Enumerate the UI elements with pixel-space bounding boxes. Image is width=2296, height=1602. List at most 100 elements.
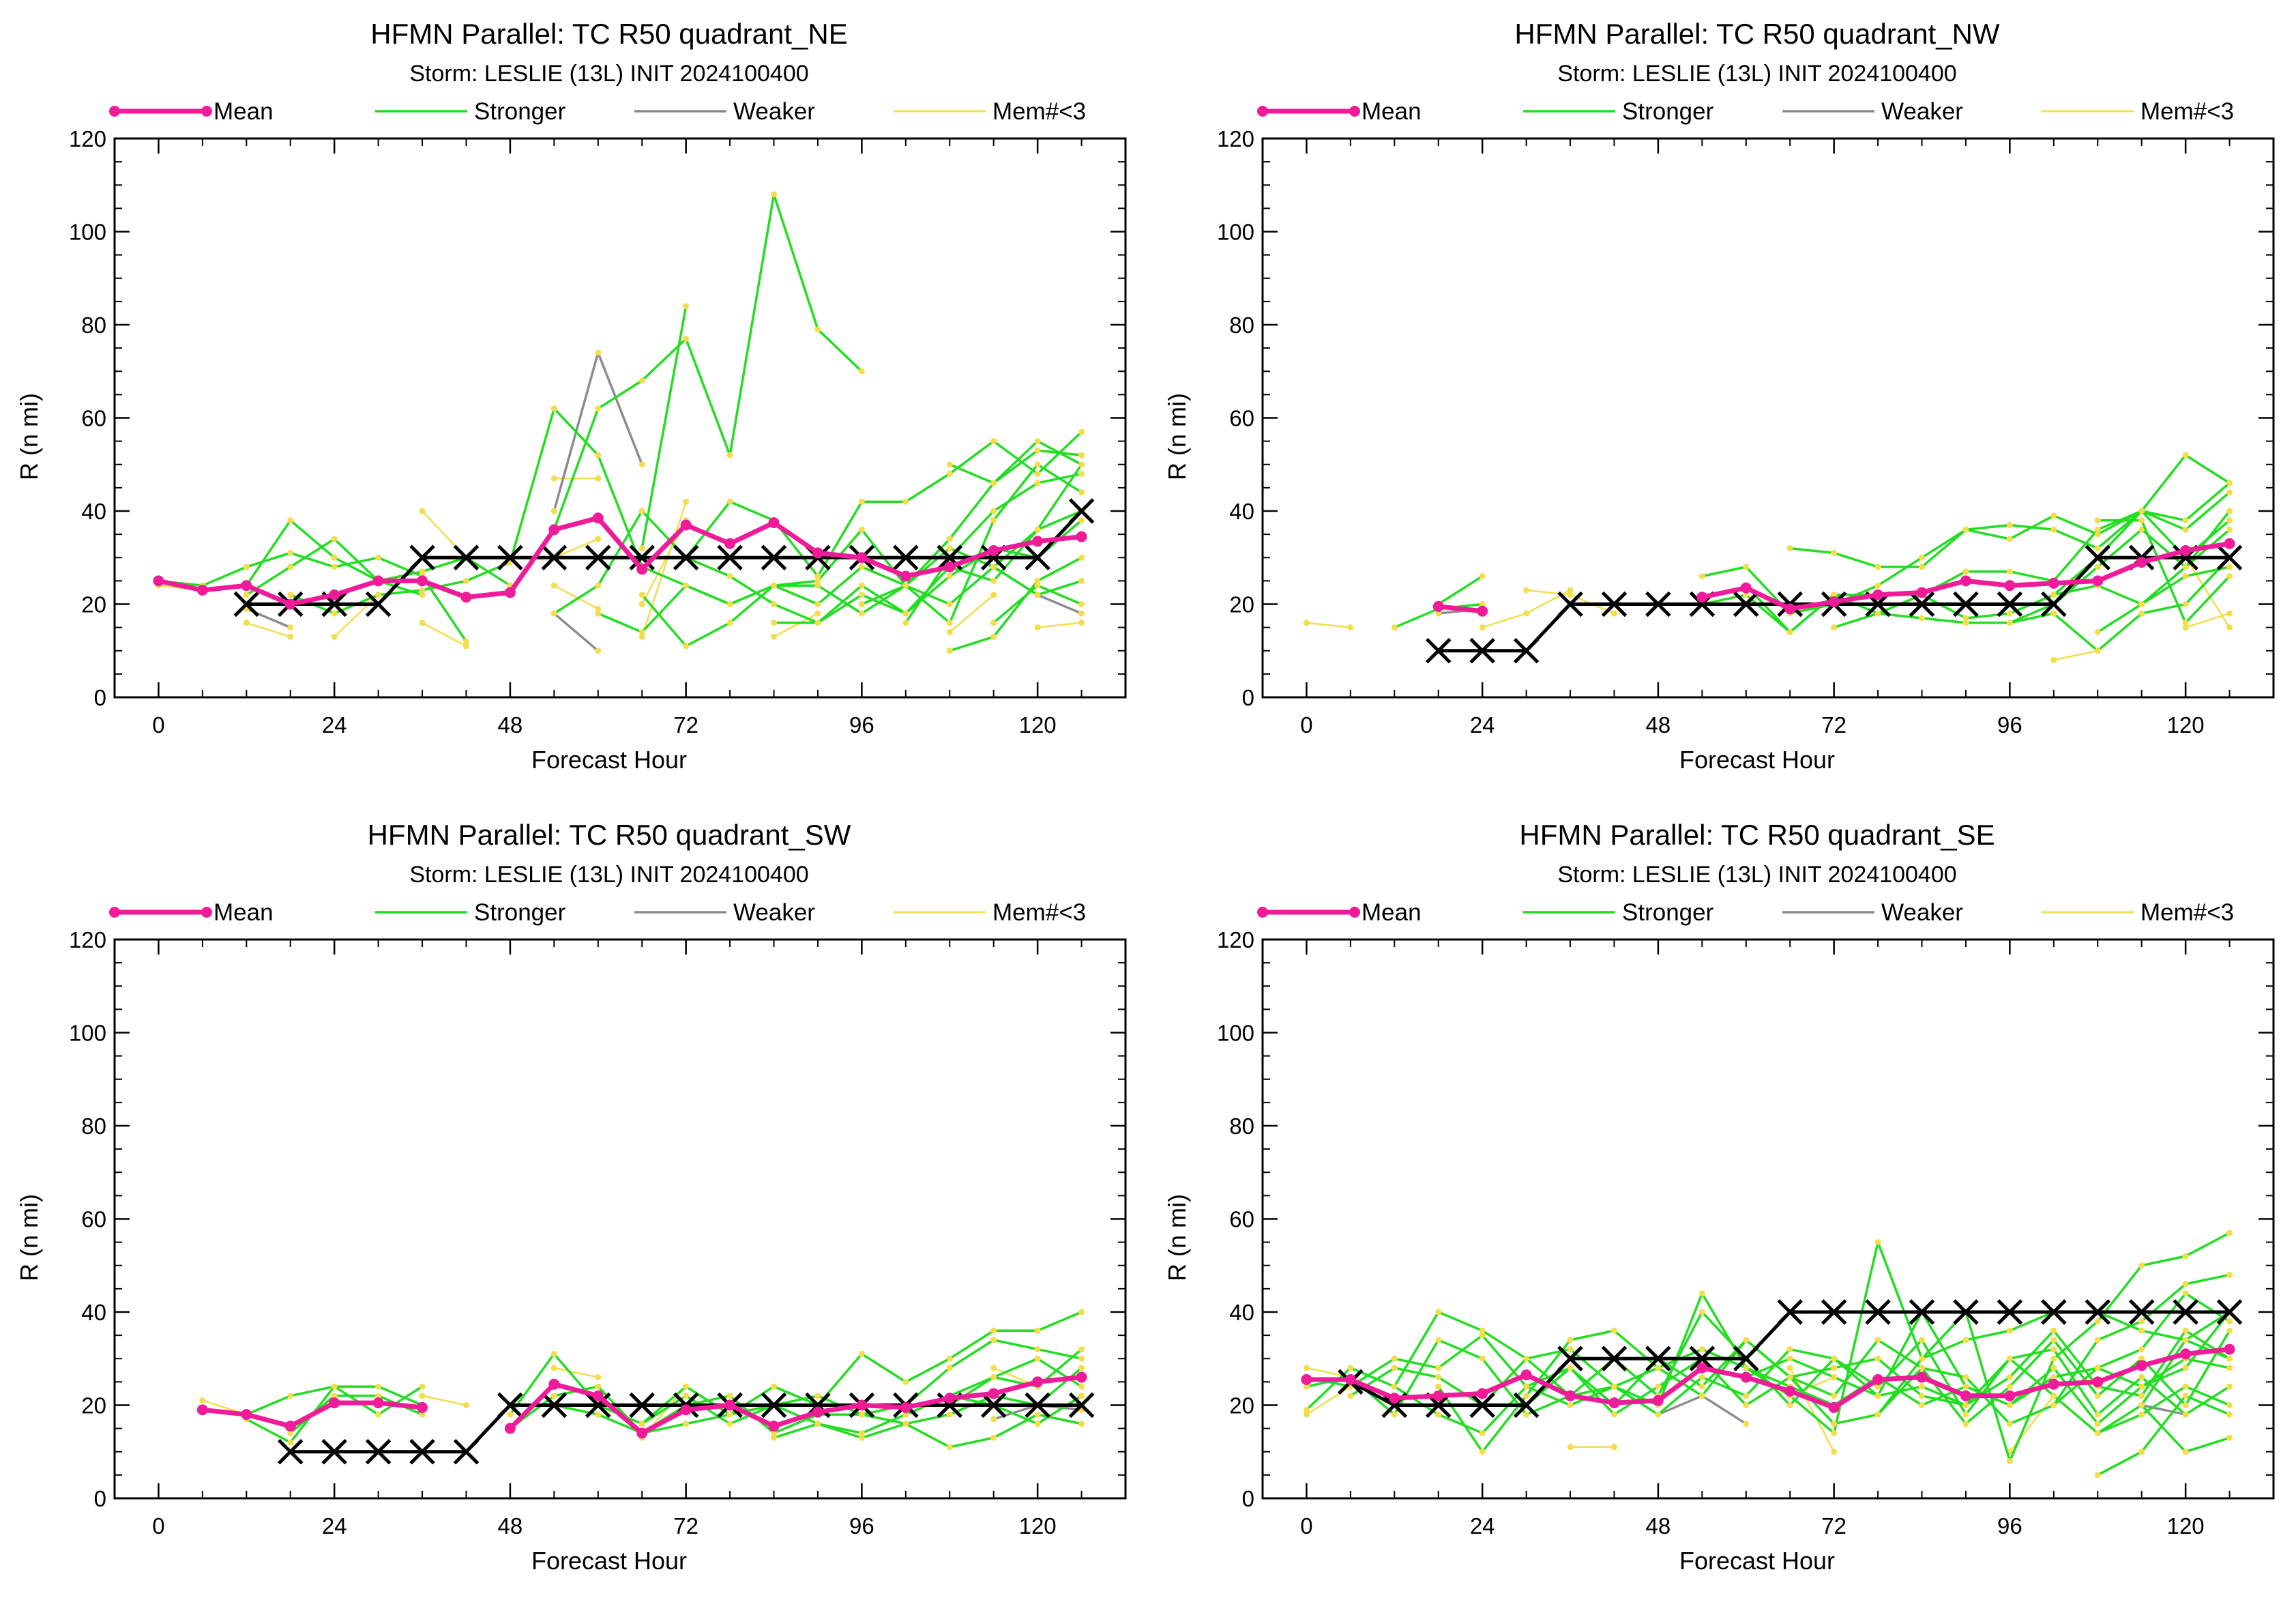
stronger-point bbox=[726, 1393, 733, 1399]
stronger-point bbox=[902, 1421, 909, 1427]
stronger-point bbox=[1831, 624, 1838, 631]
mem-point bbox=[550, 1365, 557, 1371]
stronger-point bbox=[946, 1365, 953, 1371]
stronger-point bbox=[1479, 1448, 1486, 1455]
legend: Mean Stronger Weaker Mem#<3 bbox=[1257, 98, 2234, 125]
weaker-point bbox=[1078, 610, 1085, 617]
stronger-point bbox=[2050, 1355, 2057, 1362]
stronger-point bbox=[2138, 1393, 2145, 1399]
legend-weaker-label: Weaker bbox=[1881, 899, 1963, 926]
stronger-point bbox=[1919, 1355, 1926, 1362]
stronger-point bbox=[1698, 1383, 1705, 1390]
stronger-point bbox=[990, 620, 997, 626]
best-track-marker bbox=[1997, 591, 2023, 617]
legend-mean-swatch-dot bbox=[1349, 907, 1360, 918]
mem-point bbox=[990, 1365, 997, 1371]
mem-point bbox=[990, 592, 997, 598]
stronger-point bbox=[2006, 1457, 2013, 1464]
best-track-marker bbox=[321, 1438, 347, 1465]
mem-point bbox=[595, 536, 602, 542]
stronger-line bbox=[949, 556, 1083, 652]
panel-title: HFMN Parallel: TC R50 quadrant_NE bbox=[370, 18, 848, 50]
x-tick-label: 72 bbox=[1821, 712, 1846, 738]
stronger-point bbox=[1034, 1355, 1041, 1362]
mean-point bbox=[1301, 1373, 1312, 1385]
mean-line bbox=[1438, 604, 1483, 614]
x-tick-label: 120 bbox=[2167, 1513, 2205, 1539]
y-tick-label: 120 bbox=[69, 927, 106, 952]
x-tick-label: 120 bbox=[1019, 712, 1057, 738]
weaker-line bbox=[2141, 1403, 2186, 1416]
mean-point bbox=[724, 1399, 736, 1411]
x-tick-label: 72 bbox=[673, 712, 698, 738]
stronger-point bbox=[419, 587, 426, 594]
x-axis-label: Forecast Hour bbox=[1679, 746, 1835, 774]
mem-point bbox=[1479, 624, 1486, 631]
y-tick-label: 100 bbox=[69, 1021, 106, 1046]
stronger-line bbox=[992, 584, 1083, 624]
stronger-point bbox=[2182, 1402, 2189, 1408]
stronger-point bbox=[1034, 577, 1041, 584]
stronger-point bbox=[1743, 1393, 1750, 1399]
stronger-point bbox=[331, 554, 338, 561]
stronger-point bbox=[1567, 1365, 1574, 1371]
stronger-point bbox=[2226, 1434, 2233, 1441]
mean-point bbox=[1916, 587, 1928, 598]
stronger-point bbox=[2050, 1327, 2057, 1334]
stronger-point bbox=[375, 1411, 382, 1418]
stronger-point bbox=[1698, 1346, 1705, 1353]
stronger-point bbox=[814, 326, 821, 333]
stronger-point bbox=[595, 1383, 602, 1390]
stronger-point bbox=[814, 1421, 821, 1427]
best-track-marker bbox=[585, 1392, 611, 1418]
best-track-marker bbox=[1513, 637, 1540, 664]
stronger-point bbox=[858, 564, 865, 570]
legend-mean-label: Mean bbox=[214, 899, 274, 926]
mem-point bbox=[771, 633, 778, 640]
x-tick-label: 48 bbox=[1646, 712, 1671, 738]
mem-point bbox=[1303, 620, 1310, 626]
best-track-marker bbox=[1025, 544, 1050, 571]
stronger-point bbox=[1962, 1383, 1969, 1390]
legend-mean-swatch-dot bbox=[201, 907, 212, 918]
stronger-point bbox=[1523, 1411, 1530, 1418]
stronger-point bbox=[902, 498, 909, 505]
stronger-point bbox=[2138, 601, 2145, 607]
stronger-point bbox=[2182, 620, 2189, 626]
mem-point bbox=[2226, 624, 2233, 631]
stronger-point bbox=[2226, 480, 2233, 486]
legend-mean-swatch-dot bbox=[109, 907, 120, 918]
mean-point bbox=[460, 592, 472, 603]
best-track-marker bbox=[409, 1438, 435, 1465]
mean-point bbox=[1608, 1397, 1620, 1409]
stronger-point bbox=[2050, 1365, 2057, 1371]
stronger-point bbox=[990, 633, 997, 640]
best-track-marker bbox=[2216, 1299, 2243, 1325]
stronger-point bbox=[1743, 1337, 1750, 1343]
stronger-point bbox=[2006, 1327, 2013, 1334]
stronger-point bbox=[2138, 1374, 2145, 1381]
stronger-point bbox=[1034, 1411, 1041, 1418]
stronger-point bbox=[2226, 1271, 2233, 1278]
stronger-point bbox=[1962, 1402, 1969, 1408]
best-track-marker bbox=[365, 1438, 392, 1465]
stronger-point bbox=[2182, 1290, 2189, 1297]
panel-title: HFMN Parallel: TC R50 quadrant_SW bbox=[368, 819, 851, 851]
stronger-point bbox=[2094, 647, 2101, 654]
mem-line bbox=[773, 612, 819, 638]
stronger-point bbox=[2050, 512, 2057, 519]
mem-point bbox=[1303, 1411, 1310, 1418]
best-track-marker bbox=[2173, 1299, 2198, 1325]
legend-stronger-label: Stronger bbox=[474, 899, 566, 926]
stronger-point bbox=[814, 620, 821, 626]
stronger-point bbox=[946, 647, 953, 654]
mean-point bbox=[1344, 1373, 1356, 1385]
stronger-point bbox=[2182, 1393, 2189, 1399]
stronger-point bbox=[1034, 592, 1041, 598]
stronger-point bbox=[1078, 517, 1085, 524]
panel-ne: HFMN Parallel: TC R50 quadrant_NE Storm:… bbox=[15, 18, 1127, 774]
stronger-line bbox=[509, 193, 863, 592]
stronger-point bbox=[946, 1411, 953, 1418]
best-track-marker bbox=[1601, 591, 1628, 617]
legend-weaker-label: Weaker bbox=[733, 899, 815, 926]
